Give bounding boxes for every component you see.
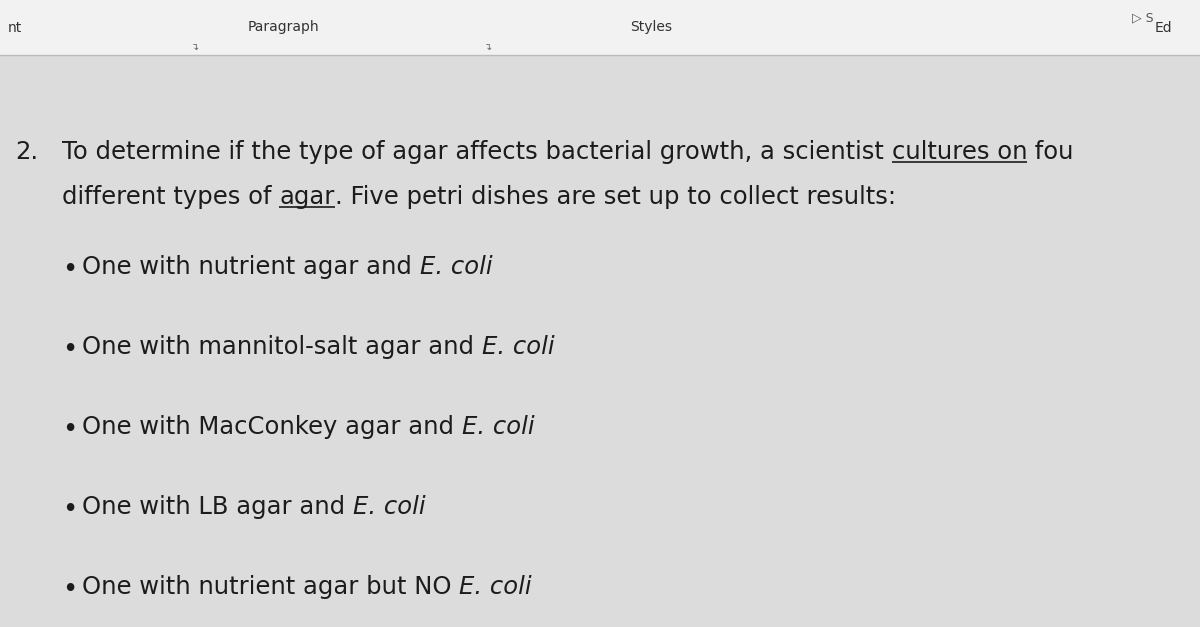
Text: nt: nt: [8, 21, 23, 34]
Text: •: •: [62, 337, 77, 363]
Text: •: •: [62, 577, 77, 603]
Text: •: •: [62, 497, 77, 523]
Text: . Five petri dishes are set up to collect results:: . Five petri dishes are set up to collec…: [335, 185, 895, 209]
Text: cultures on: cultures on: [892, 140, 1027, 164]
Text: Ed: Ed: [1154, 21, 1172, 34]
Text: •: •: [62, 257, 77, 283]
Text: different types of: different types of: [62, 185, 280, 209]
Text: ↴: ↴: [484, 42, 492, 52]
Text: Paragraph: Paragraph: [248, 21, 319, 34]
Text: To determine if the type of agar affects bacterial growth, a scientist: To determine if the type of agar affects…: [62, 140, 892, 164]
Text: Styles: Styles: [630, 21, 672, 34]
Text: One with mannitol-salt agar and: One with mannitol-salt agar and: [82, 335, 481, 359]
Text: E. coli: E. coli: [481, 335, 554, 359]
Text: 2.: 2.: [14, 140, 38, 164]
Text: •: •: [62, 417, 77, 443]
Text: One with LB agar and: One with LB agar and: [82, 495, 353, 519]
Text: E. coli: E. coli: [353, 495, 426, 519]
Text: fou: fou: [1027, 140, 1074, 164]
Text: ▷ S: ▷ S: [1132, 11, 1153, 24]
Bar: [0, 0, 1200, 55]
Text: One with MacConkey agar and: One with MacConkey agar and: [82, 415, 462, 439]
Text: E. coli: E. coli: [460, 575, 532, 599]
Text: One with nutrient agar and: One with nutrient agar and: [82, 255, 420, 279]
Text: E. coli: E. coli: [420, 255, 492, 279]
Text: agar: agar: [280, 185, 335, 209]
Text: One with nutrient agar but NO: One with nutrient agar but NO: [82, 575, 460, 599]
Text: E. coli: E. coli: [462, 415, 534, 439]
Text: ↴: ↴: [191, 42, 199, 52]
